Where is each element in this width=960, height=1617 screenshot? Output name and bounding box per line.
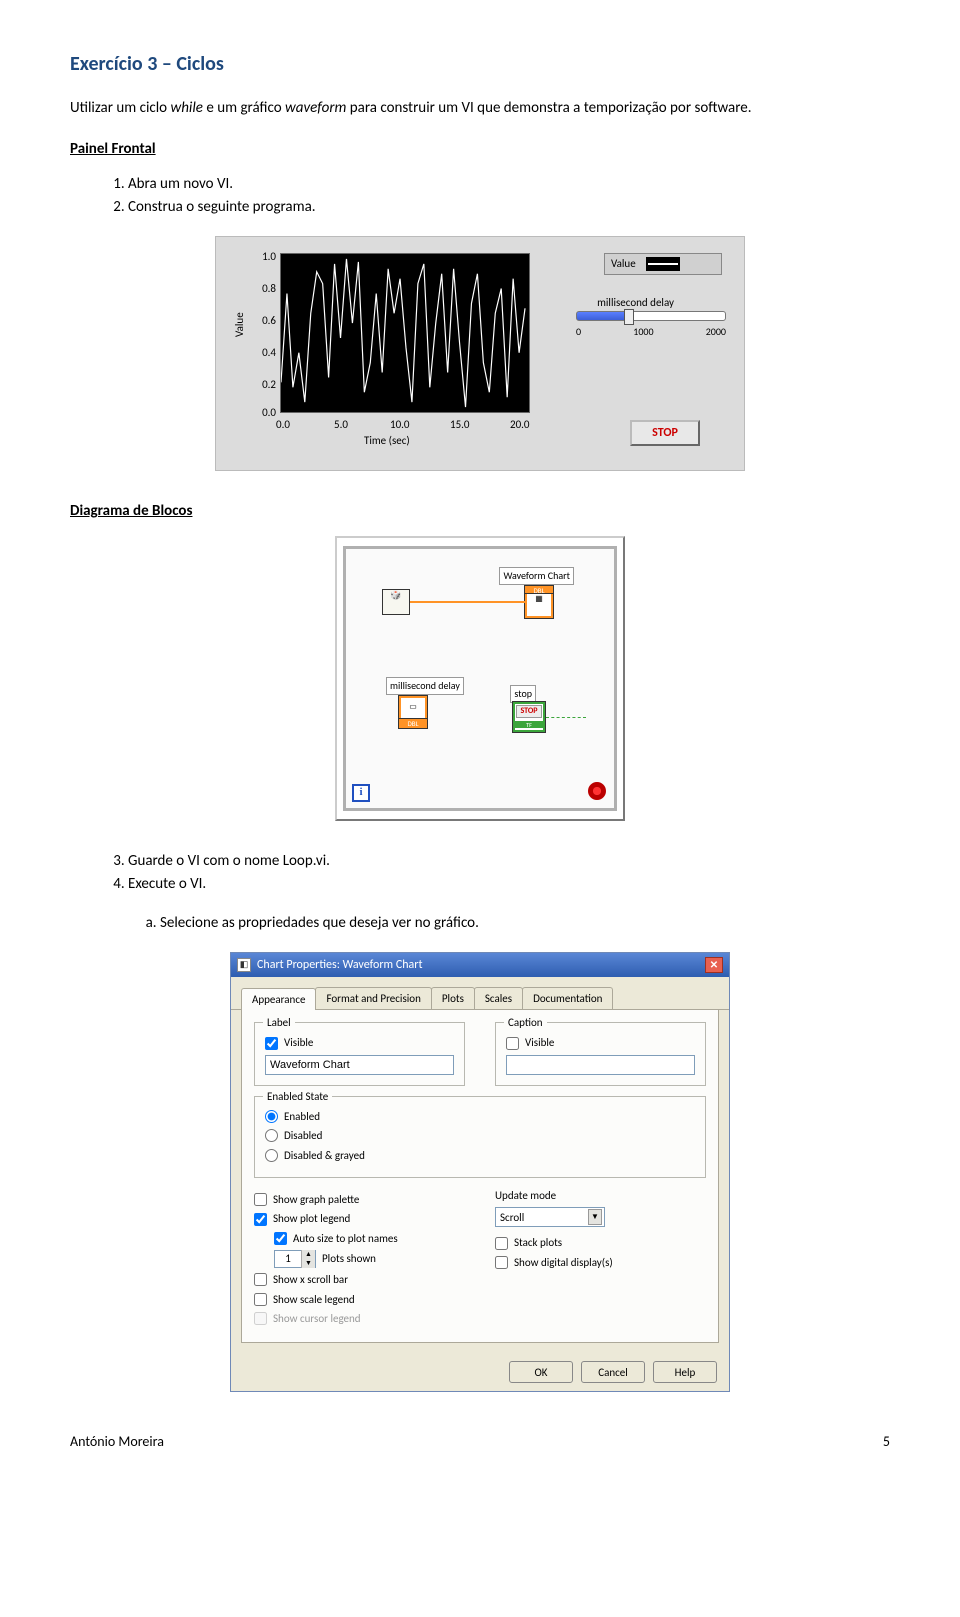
radio-disabled-grayed[interactable]: Disabled & grayed [265, 1148, 695, 1163]
dialog-tabs: Appearance Format and Precision Plots Sc… [231, 977, 729, 1010]
chk-auto-size[interactable]: Auto size to plot names [274, 1231, 465, 1246]
chk-show-cursor-legend: Show cursor legend [254, 1311, 465, 1326]
plots-shown-label: Plots shown [322, 1251, 376, 1266]
section-diagrama-blocos: Diagrama de Blocos [70, 501, 890, 522]
radio-disabled[interactable]: Disabled [265, 1128, 695, 1143]
update-mode-select[interactable]: Scroll ▼ [495, 1207, 605, 1227]
dialog-titlebar: ◧ Chart Properties: Waveform Chart ✕ [231, 953, 729, 977]
list-steps-1: Abra um novo VI. Construa o seguinte pro… [128, 174, 890, 218]
intro-paragraph: Utilizar um ciclo while e um gráfico wav… [70, 98, 890, 119]
list-steps-2: Guarde o VI com o nome Loop.vi. Execute … [128, 851, 890, 895]
caption-text-field[interactable] [506, 1055, 695, 1075]
help-button[interactable]: Help [653, 1361, 717, 1383]
chart-properties-dialog: ◧ Chart Properties: Waveform Chart ✕ App… [230, 952, 730, 1392]
chart-legend: Value [604, 253, 722, 275]
legend-swatch [646, 257, 680, 271]
intro-italic-while: while [170, 99, 202, 117]
ms-delay-terminal: ▭ DBL [398, 695, 428, 729]
tab-plots[interactable]: Plots [431, 987, 475, 1009]
while-loop: Waveform Chart DBL ▦ 🎲 millisecond delay… [343, 546, 617, 811]
ytick: 0.6 [246, 313, 276, 328]
ms-delay-label: millisecond delay [386, 677, 464, 695]
xtick: 5.0 [334, 417, 348, 432]
chevron-down-icon: ▼ [588, 1209, 602, 1225]
step-3: Guarde o VI com o nome Loop.vi. [128, 851, 890, 872]
dialog-title-text: Chart Properties: Waveform Chart [257, 957, 422, 974]
chk-show-graph-palette[interactable]: Show graph palette [254, 1192, 465, 1207]
intro-text: e um gráfico [203, 99, 285, 117]
xtick: 0.0 [276, 417, 290, 432]
update-mode-label: Update mode [495, 1188, 706, 1203]
loop-condition-terminal [588, 782, 606, 800]
block-diagram-figure: Waveform Chart DBL ▦ 🎲 millisecond delay… [335, 536, 625, 821]
iteration-terminal: i [352, 784, 370, 802]
cancel-button[interactable]: Cancel [581, 1361, 645, 1383]
sublist: Selecione as propriedades que deseja ver… [160, 913, 890, 934]
ok-button[interactable]: OK [509, 1361, 573, 1383]
ytick: 1.0 [246, 249, 276, 264]
slider-tick: 1000 [633, 325, 653, 339]
step-2: Construa o seguinte programa. [128, 197, 890, 218]
intro-italic-waveform: waveform [285, 99, 346, 117]
ytick: 0.8 [246, 281, 276, 296]
label-group: Label Visible [254, 1022, 465, 1085]
chk-show-scale-legend[interactable]: Show scale legend [254, 1292, 465, 1307]
tab-format[interactable]: Format and Precision [315, 987, 431, 1009]
millisecond-delay-slider[interactable]: 0 1000 2000 [576, 311, 726, 345]
radio-enabled[interactable]: Enabled [265, 1109, 695, 1124]
dialog-icon: ◧ [237, 958, 251, 972]
ytick: 0.0 [246, 405, 276, 420]
section-painel-frontal: Painel Frontal [70, 139, 890, 160]
plots-shown-row: 1 ▲▼ Plots shown [274, 1250, 465, 1268]
step-4: Execute o VI. [128, 874, 890, 895]
ytick: 0.2 [246, 377, 276, 392]
waveform-chart-label: Waveform Chart [499, 567, 574, 585]
caption-group: Caption Visible [495, 1022, 706, 1085]
plots-shown-spinner[interactable]: 1 ▲▼ [274, 1250, 316, 1268]
update-mode-value: Scroll [500, 1210, 524, 1225]
stop-terminal: STOP TF [512, 701, 546, 733]
chk-show-plot-legend[interactable]: Show plot legend [254, 1211, 465, 1226]
chk-show-digital[interactable]: Show digital display(s) [495, 1255, 706, 1270]
wire [410, 601, 526, 603]
intro-text: para construir um VI que demonstra a tem… [346, 99, 751, 117]
waveform-plot [280, 253, 530, 413]
slider-label: millisecond delay [597, 295, 674, 310]
waveform-chart-terminal: DBL ▦ [524, 585, 554, 619]
front-panel-figure: Value 1.0 0.8 0.6 0.4 0.2 0.0 0.0 5.0 10… [215, 236, 745, 471]
wire [546, 717, 586, 719]
step-4a: Selecione as propriedades que deseja ver… [160, 913, 890, 934]
xtick: 20.0 [510, 417, 530, 432]
footer-page-number: 5 [883, 1432, 890, 1452]
chk-show-x-scroll[interactable]: Show x scroll bar [254, 1272, 465, 1287]
chk-stack-plots[interactable]: Stack plots [495, 1235, 706, 1250]
legend-label: Value [611, 256, 636, 271]
label-visible-checkbox[interactable]: Visible [265, 1035, 454, 1050]
step-1: Abra um novo VI. [128, 174, 890, 195]
close-icon[interactable]: ✕ [705, 957, 723, 973]
enabled-group-legend: Enabled State [263, 1089, 332, 1104]
caption-group-legend: Caption [504, 1015, 547, 1030]
caption-visible-checkbox[interactable]: Visible [506, 1035, 695, 1050]
tab-documentation[interactable]: Documentation [522, 987, 613, 1009]
chart-x-axis-label: Time (sec) [364, 433, 410, 448]
label-group-legend: Label [263, 1015, 295, 1030]
tab-scales[interactable]: Scales [474, 987, 523, 1009]
slider-tick: 2000 [706, 325, 726, 339]
xtick: 10.0 [390, 417, 410, 432]
random-number-node: 🎲 [382, 589, 410, 615]
slider-knob[interactable] [624, 309, 634, 325]
enabled-state-group: Enabled State Enabled Disabled Disabled … [254, 1096, 706, 1178]
label-text-field[interactable] [265, 1055, 454, 1075]
tab-appearance[interactable]: Appearance [241, 988, 316, 1010]
slider-tick: 0 [576, 325, 581, 339]
intro-text: Utilizar um ciclo [70, 99, 170, 117]
footer-author: António Moreira [70, 1432, 164, 1452]
stop-button[interactable]: STOP [630, 420, 700, 446]
xtick: 15.0 [450, 417, 470, 432]
page-title: Exercício 3 – Ciclos [70, 50, 890, 78]
ytick: 0.4 [246, 345, 276, 360]
waveform-line [281, 259, 525, 407]
